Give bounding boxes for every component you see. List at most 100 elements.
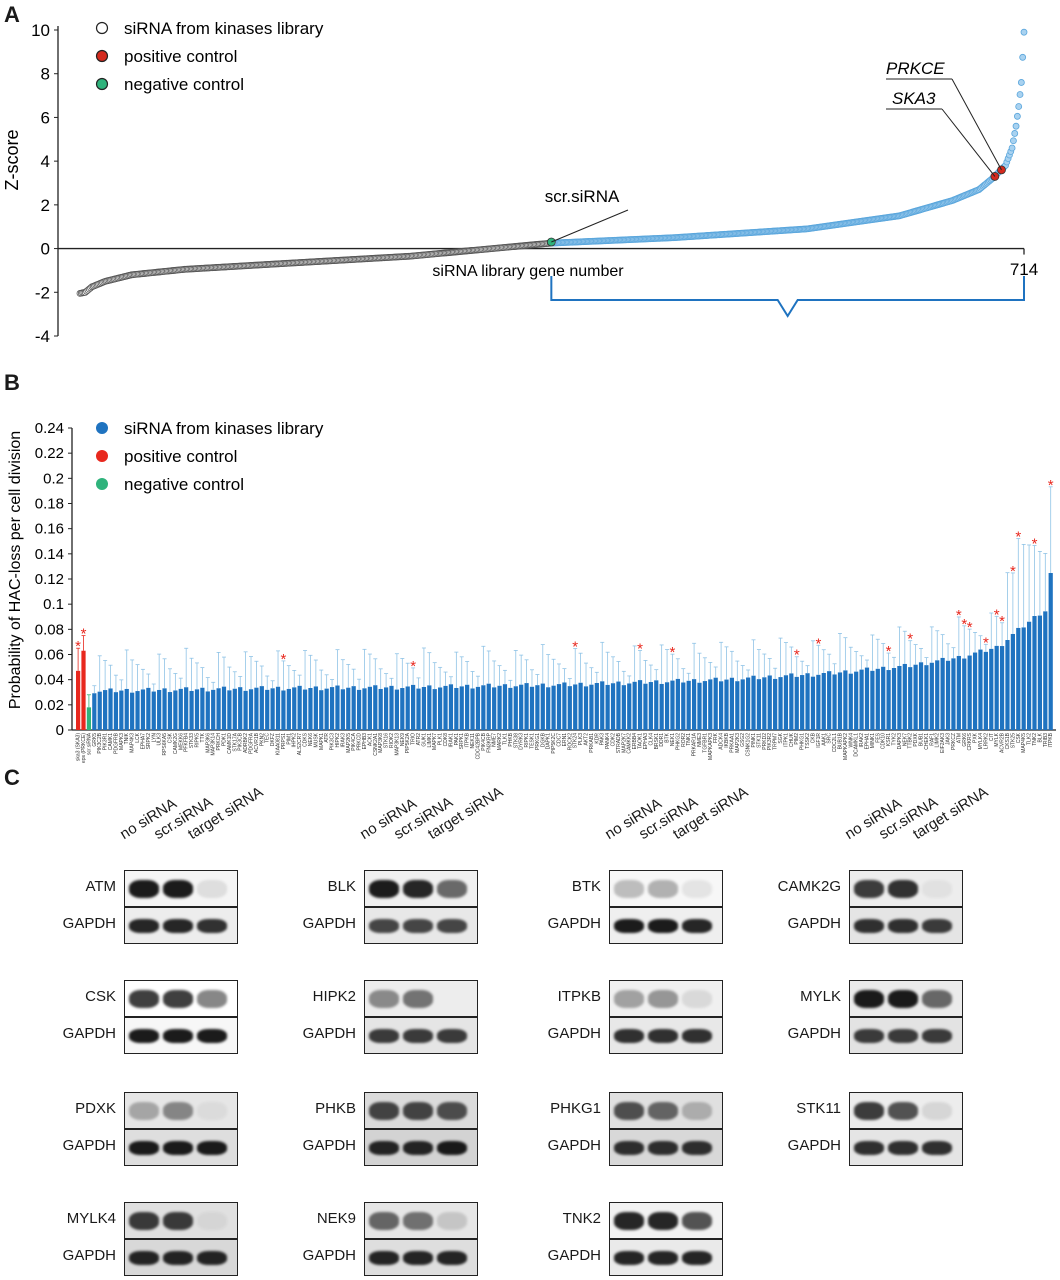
hac-significance-star: * — [983, 634, 989, 651]
zscore-y-tick-label: 10 — [31, 21, 50, 40]
hac-bar-label: CSNK1G2 — [746, 733, 752, 757]
hac-bar — [908, 667, 913, 730]
hac-bar — [535, 685, 540, 730]
blot-band — [888, 918, 918, 933]
zscore-legend-marker — [95, 77, 109, 91]
hac-bar — [751, 675, 756, 730]
hac-bar — [962, 658, 967, 730]
hac-bar — [508, 687, 513, 730]
hac-bar — [270, 688, 275, 730]
hac-bar-label: DKFZ — [270, 733, 276, 746]
hac-bar-label: MEKK6 — [178, 733, 184, 750]
blot-gapdh-label: GAPDH — [302, 915, 356, 932]
hac-bar — [421, 686, 427, 730]
hac-bar-label: scr.siRNA — [86, 732, 92, 755]
zscore-point — [1020, 28, 1028, 36]
hac-bar-label: GUK1 — [421, 733, 427, 747]
hac-bar-label: MINK1 — [870, 733, 876, 749]
hac-bar — [567, 686, 572, 730]
hac-bar — [81, 650, 86, 730]
hac-bar-label: TYK2 — [892, 733, 898, 746]
hac-bar — [475, 686, 481, 730]
zscore-annotation-leader — [951, 78, 1002, 171]
blot-band — [197, 1101, 227, 1120]
hac-bar-label: PIM2 — [794, 733, 800, 745]
hac-bar — [356, 689, 362, 730]
hac-bar — [162, 688, 167, 730]
hac-bar-label: EIF2AK3 — [940, 733, 946, 753]
blot-gapdh-label: GAPDH — [62, 1247, 116, 1264]
hac-legend-marker — [96, 478, 108, 490]
blot-gapdh-box — [364, 1239, 478, 1276]
hac-bar — [373, 685, 378, 730]
hac-bar — [767, 675, 772, 730]
blot-target-box — [364, 980, 478, 1017]
zscore-legend-label: siRNA from kinases library — [124, 19, 324, 38]
zscore-legend-label: negative control — [124, 75, 244, 94]
hac-bar-label: PRKAB1 — [589, 733, 595, 753]
hac-bar-label: eps (PRKCE) — [81, 733, 87, 763]
hac-bar — [92, 693, 97, 730]
blot-band — [682, 1211, 712, 1230]
blot-band — [129, 1250, 159, 1265]
hac-bar-label: ITPK1 — [783, 733, 789, 747]
hac-bar — [967, 655, 972, 730]
blot-band — [614, 1140, 644, 1155]
hac-bar-label: DCAMKL1 — [854, 733, 860, 757]
hac-bar — [211, 689, 216, 730]
blot-gapdh-box — [364, 1017, 478, 1054]
hac-bar — [340, 689, 345, 730]
hac-y-tick-label: 0.1 — [43, 596, 64, 613]
hac-bar — [513, 686, 518, 730]
blot-band — [888, 1028, 918, 1043]
blot-band — [648, 1250, 678, 1265]
blot-band — [437, 918, 467, 933]
blot-band — [369, 879, 399, 898]
hac-bar-label: TRPM7 — [773, 733, 779, 750]
hac-bar-label: CAMK1 — [108, 733, 114, 750]
hac-bar — [616, 681, 621, 730]
hac-bar — [724, 679, 729, 730]
hac-bar — [556, 684, 562, 730]
blot-band — [614, 1028, 644, 1043]
hac-bar-label: LCK — [135, 732, 141, 742]
blot-target-box — [364, 1092, 478, 1129]
blot-band — [614, 1101, 644, 1120]
hac-bar-label: ATM — [956, 733, 962, 743]
hac-bar — [405, 686, 410, 730]
hac-bar — [713, 677, 718, 730]
hac-bar-label: STK25 — [1010, 733, 1016, 749]
selection-bracket — [550, 276, 1025, 318]
hac-bar-label: NEK6 — [308, 733, 314, 746]
blot-band — [403, 1028, 433, 1043]
hac-bar — [259, 686, 264, 730]
hac-bar-label: ITPKB — [465, 732, 471, 747]
hac-bar-label: DAPK1 — [546, 733, 552, 750]
hac-bar — [978, 649, 983, 730]
blot-target-label: ITPKB — [557, 988, 601, 1005]
hac-bar-label: STK38 — [513, 733, 519, 749]
blot-target-box — [124, 1092, 238, 1129]
hac-bar — [481, 685, 486, 730]
hac-bar — [286, 688, 291, 730]
blot-target-label: CSK — [85, 988, 116, 1005]
hac-significance-star: * — [670, 644, 676, 661]
hac-bar — [864, 667, 870, 730]
hac-bar-label: TGFBR1 — [702, 733, 708, 753]
hac-y-tick-label: 0 — [56, 722, 64, 739]
hac-bar — [151, 691, 156, 730]
hac-bar-label: KSR1 — [886, 733, 892, 746]
blot-target-label: HIPK2 — [312, 988, 356, 1005]
hac-significance-star: * — [886, 643, 892, 660]
hac-bar-label: JAK3 — [946, 733, 952, 745]
blot-band — [403, 1211, 433, 1230]
hac-bar — [319, 690, 324, 730]
zscore-x-axis-label: siRNA library gene number — [432, 263, 624, 280]
blot-band — [197, 989, 227, 1008]
hac-bar-label: PRKCD — [357, 733, 363, 751]
hac-bar-label: DDR1 — [659, 733, 665, 747]
hac-y-tick-label: 0.14 — [35, 546, 64, 563]
blot-band — [129, 1211, 159, 1230]
hac-bar — [389, 685, 394, 730]
hac-bar-label: SGK — [778, 732, 784, 743]
